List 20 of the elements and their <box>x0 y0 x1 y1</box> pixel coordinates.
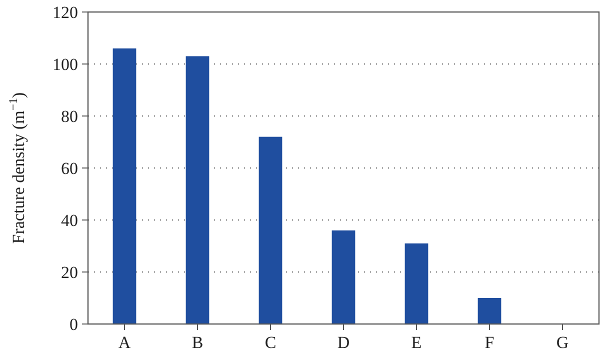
y-tick-label: 40 <box>61 210 78 230</box>
bar <box>258 136 282 324</box>
bar <box>112 48 136 324</box>
x-tick-label: C <box>264 333 276 352</box>
x-tick-label: E <box>411 333 422 352</box>
y-tick-label: 80 <box>61 106 78 126</box>
y-tick-label: 100 <box>52 54 78 74</box>
y-tick-label: 120 <box>52 2 78 22</box>
bar <box>332 230 356 324</box>
x-tick-label: A <box>118 333 132 352</box>
x-tick-label: F <box>484 333 494 352</box>
x-tick-label: B <box>192 333 204 352</box>
bar <box>186 56 210 324</box>
y-tick-label: 60 <box>61 158 78 178</box>
y-tick-label: 0 <box>70 314 78 334</box>
bar <box>404 243 428 324</box>
bar <box>478 298 502 324</box>
x-tick-label: G <box>556 333 569 352</box>
y-tick-label: 20 <box>61 262 78 282</box>
x-tick-label: D <box>337 333 350 352</box>
